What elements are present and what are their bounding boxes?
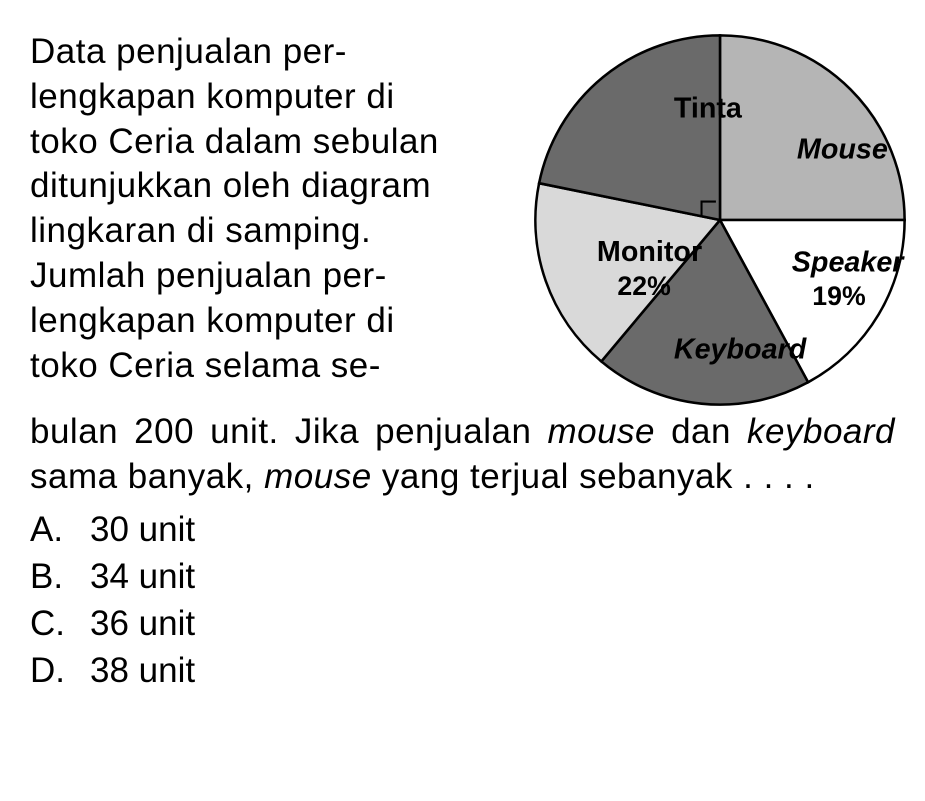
slice-label-speaker: Speaker bbox=[792, 246, 906, 278]
answer-options: A.30 unitB.34 unitC.36 unitD.38 unit bbox=[30, 506, 895, 695]
pie-chart: TintaMouseSpeaker19%KeyboardMonitor22% bbox=[510, 30, 895, 410]
q-text-e: sama banyak, bbox=[30, 457, 264, 496]
option-letter: D. bbox=[30, 647, 90, 694]
slice-label-tinta: Tinta bbox=[674, 92, 743, 124]
slice-percent-monitor: 22% bbox=[617, 271, 670, 301]
question-upper-text: Data penjualan per-lengkapan komputer di… bbox=[30, 30, 510, 388]
option-text: 34 unit bbox=[90, 553, 195, 600]
option-text: 38 unit bbox=[90, 647, 195, 694]
option-text: 30 unit bbox=[90, 506, 195, 553]
option-letter: B. bbox=[30, 553, 90, 600]
q-text-mouse2: mouse bbox=[264, 457, 372, 496]
option-text: 36 unit bbox=[90, 600, 195, 647]
pie-svg: Tinta Mouse Speaker19%Keyboard Monitor22% bbox=[520, 20, 920, 420]
slice-percent-speaker: 19% bbox=[812, 281, 865, 311]
option-row: A.30 unit bbox=[30, 506, 895, 553]
option-row: B.34 unit bbox=[30, 553, 895, 600]
option-letter: C. bbox=[30, 600, 90, 647]
option-letter: A. bbox=[30, 506, 90, 553]
q-text-a: bulan 200 unit. Jika penjualan bbox=[30, 412, 547, 451]
slice-tinta bbox=[720, 35, 905, 220]
option-row: D.38 unit bbox=[30, 647, 895, 694]
q-text-g: yang terjual sebanyak . . . . bbox=[372, 457, 815, 496]
option-row: C.36 unit bbox=[30, 600, 895, 647]
slice-label-keyboard: Keyboard bbox=[674, 333, 808, 365]
slice-label-mouse: Mouse bbox=[797, 133, 888, 165]
slice-label-monitor: Monitor bbox=[597, 236, 702, 268]
question-lower-text: bulan 200 unit. Jika penjualan mouse dan… bbox=[30, 410, 895, 500]
